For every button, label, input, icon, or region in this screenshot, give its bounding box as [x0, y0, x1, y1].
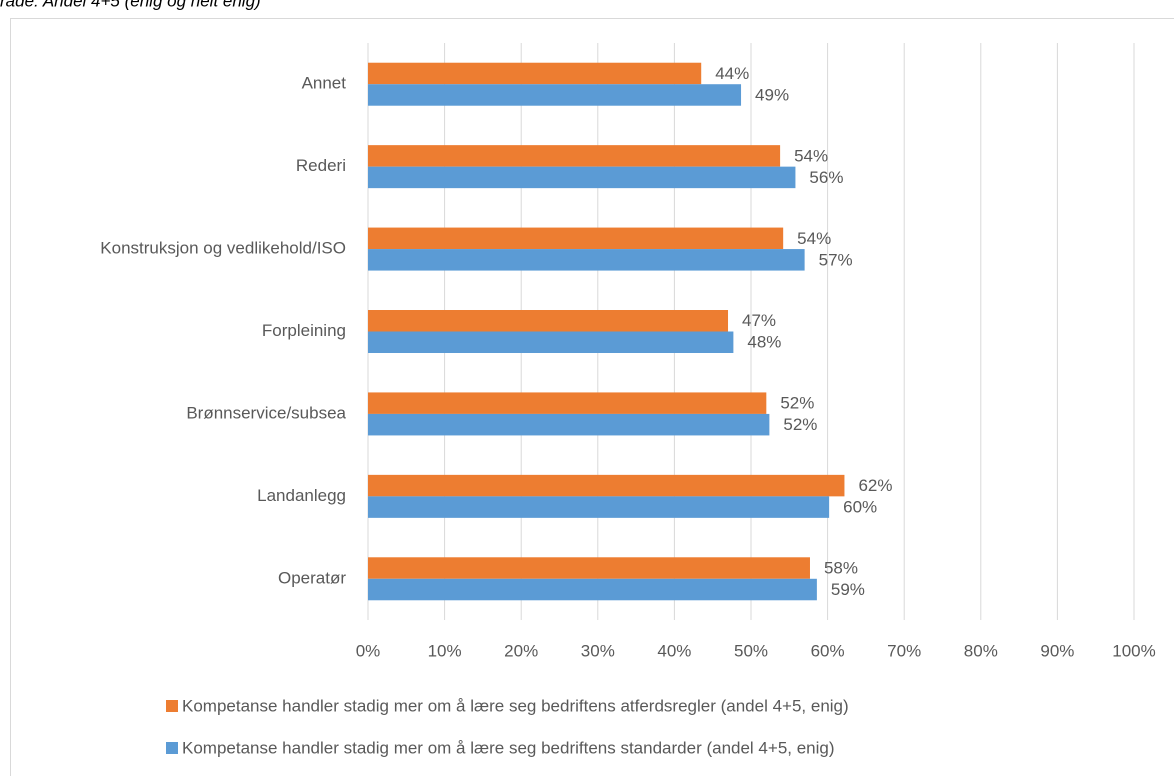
bar — [368, 84, 742, 106]
y-tick-label: Rederi — [296, 156, 346, 175]
chart-title: rade: Andel 4+5 (enig og helt enig) — [0, 0, 261, 10]
value-label: 59% — [831, 580, 865, 599]
bar — [368, 413, 770, 436]
y-tick-label: Konstruksjon og vedlikehold/ISO — [100, 239, 346, 258]
x-tick-label: 60% — [811, 641, 845, 660]
bar — [368, 227, 784, 250]
x-tick-label: 80% — [964, 641, 998, 660]
value-label: 52% — [783, 415, 817, 434]
x-tick-label: 40% — [657, 641, 691, 660]
value-label: 49% — [755, 85, 789, 104]
legend-swatch — [166, 700, 178, 712]
value-label: 54% — [794, 146, 828, 165]
legend-label: Kompetanse handler stadig mer om å lære … — [182, 696, 849, 715]
x-tick-label: 30% — [581, 641, 615, 660]
value-label: 60% — [843, 498, 877, 517]
y-tick-label: Operatør — [278, 568, 346, 587]
value-label: 44% — [715, 64, 749, 83]
x-tick-label: 100% — [1112, 641, 1155, 660]
bar — [368, 496, 830, 518]
value-label: 56% — [809, 168, 843, 187]
x-tick-label: 90% — [1040, 641, 1074, 660]
legend-label: Kompetanse handler stadig mer om å lære … — [182, 738, 835, 757]
bar — [368, 578, 817, 601]
y-tick-label: Brønnservice/subsea — [186, 403, 346, 422]
bar — [368, 331, 734, 353]
value-label: 48% — [747, 333, 781, 352]
x-tick-label: 0% — [356, 641, 381, 660]
value-label: 52% — [780, 394, 814, 413]
bar — [368, 557, 810, 579]
bar — [368, 166, 796, 189]
bar — [368, 310, 729, 332]
chart-frame — [10, 18, 1174, 776]
bar — [368, 392, 767, 414]
bar — [368, 474, 845, 497]
value-label: 57% — [819, 250, 853, 269]
value-label: 54% — [797, 229, 831, 248]
bar — [368, 249, 805, 271]
value-label: 62% — [858, 476, 892, 495]
bar — [368, 145, 781, 167]
y-tick-label: Landanlegg — [257, 486, 346, 505]
x-tick-label: 10% — [428, 641, 462, 660]
value-label: 47% — [742, 311, 776, 330]
bar — [368, 62, 702, 85]
x-tick-label: 50% — [734, 641, 768, 660]
x-tick-label: 20% — [504, 641, 538, 660]
value-label: 58% — [824, 559, 858, 578]
y-tick-label: Annet — [302, 74, 347, 93]
x-tick-label: 70% — [887, 641, 921, 660]
y-tick-label: Forpleining — [262, 321, 346, 340]
legend-swatch — [166, 742, 178, 754]
